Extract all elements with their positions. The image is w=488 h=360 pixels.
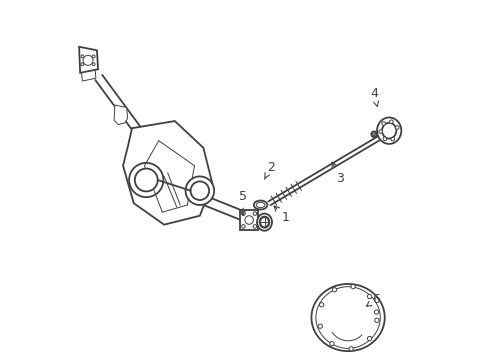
Circle shape — [366, 337, 371, 341]
Circle shape — [381, 122, 385, 125]
Circle shape — [389, 120, 392, 123]
Ellipse shape — [253, 201, 267, 210]
Ellipse shape — [381, 123, 395, 139]
Circle shape — [81, 63, 84, 66]
Circle shape — [241, 225, 244, 228]
Circle shape — [83, 55, 93, 65]
Circle shape — [329, 341, 333, 346]
Circle shape — [378, 130, 382, 133]
Circle shape — [350, 284, 355, 289]
Circle shape — [374, 310, 378, 314]
Circle shape — [241, 212, 244, 215]
Polygon shape — [240, 210, 258, 230]
Circle shape — [318, 324, 322, 328]
Polygon shape — [123, 121, 212, 225]
Circle shape — [92, 55, 95, 58]
Circle shape — [372, 133, 375, 136]
Circle shape — [253, 212, 256, 215]
Text: 6: 6 — [366, 293, 379, 306]
Text: 5: 5 — [239, 190, 247, 215]
Circle shape — [319, 303, 323, 307]
Ellipse shape — [259, 217, 268, 228]
Circle shape — [382, 137, 386, 140]
Circle shape — [253, 225, 256, 228]
Polygon shape — [114, 105, 127, 125]
Circle shape — [135, 168, 157, 192]
Circle shape — [244, 216, 253, 224]
Circle shape — [370, 131, 376, 137]
Text: 2: 2 — [264, 161, 274, 179]
Polygon shape — [315, 287, 380, 348]
Ellipse shape — [376, 117, 401, 144]
Circle shape — [332, 288, 336, 292]
Circle shape — [92, 63, 95, 66]
Circle shape — [348, 347, 352, 351]
Circle shape — [81, 55, 84, 58]
Text: 3: 3 — [331, 162, 344, 185]
Circle shape — [185, 176, 214, 205]
Circle shape — [395, 126, 398, 129]
Circle shape — [129, 163, 163, 197]
Circle shape — [366, 294, 371, 299]
Ellipse shape — [256, 202, 264, 208]
Polygon shape — [81, 70, 96, 81]
Text: 1: 1 — [274, 206, 289, 224]
Circle shape — [390, 137, 394, 141]
Circle shape — [374, 318, 378, 323]
Text: 4: 4 — [369, 87, 378, 107]
Circle shape — [190, 181, 209, 200]
Polygon shape — [79, 47, 98, 73]
Polygon shape — [311, 284, 384, 351]
Ellipse shape — [257, 213, 271, 231]
